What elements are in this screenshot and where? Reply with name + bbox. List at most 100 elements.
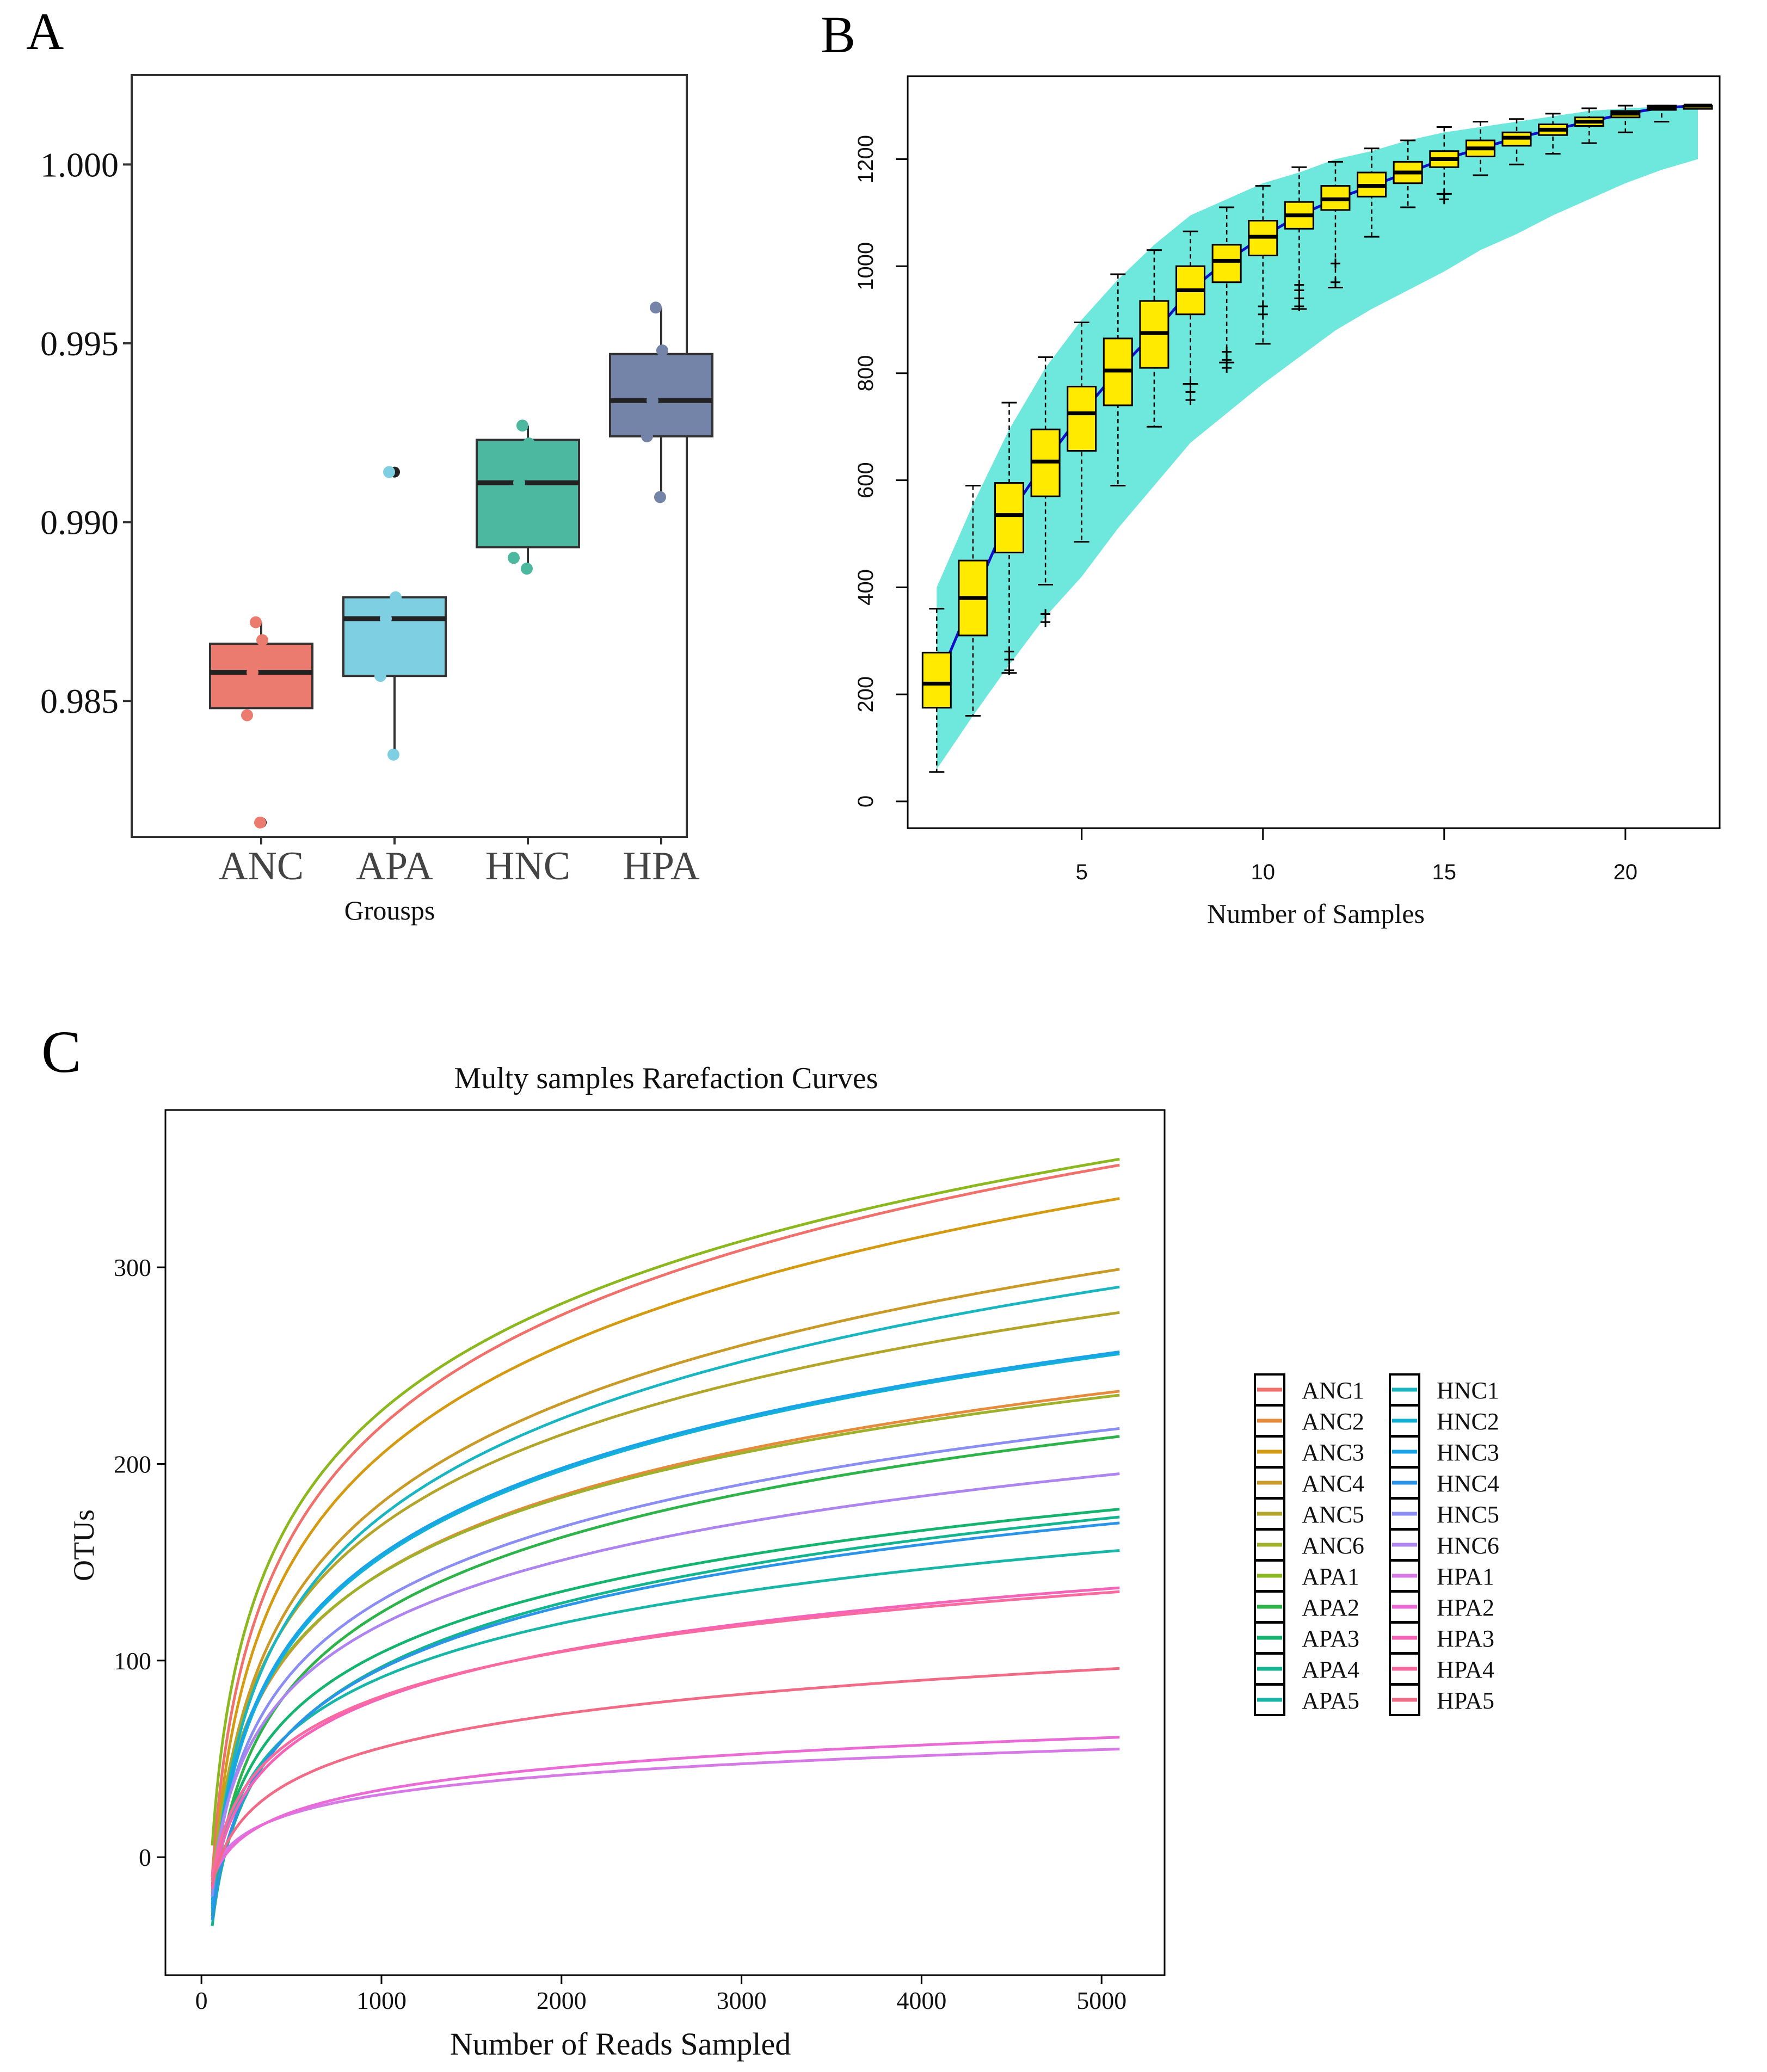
panel-a-point [647,394,658,407]
panel-a-x-axis: ANC APA HNC HPA [219,837,700,889]
panel-c-curve-anc3 [211,1197,1120,1897]
panel-a-point [256,634,268,646]
panel-a-plot-frame [131,74,688,838]
panel-a-box-apa [342,596,447,677]
panel-b-x-tick-label: 20 [1614,860,1638,884]
panel-c-curve-hnc6 [211,1472,1120,1885]
panel-a-point [250,616,262,628]
panel-b-band [937,106,1698,769]
panel-b-y-tick-label: 200 [854,676,878,713]
panel-b-x-tick-label: 15 [1432,860,1457,884]
panel-b-outlier [1439,189,1449,199]
panel-a-point [641,430,653,442]
panel-a-point [516,420,528,432]
panel-c-y-tick-label: 300 [114,1254,151,1281]
panel-b-outlier [1330,277,1340,287]
panel-c-x-label: Number of Reads Sampled [450,2026,791,2062]
panel-a-point [650,301,662,314]
panel-c-legend-label: HNC3 [1437,1439,1499,1466]
panel-c-plot-frame [164,1109,1166,1976]
panel-c-x-tick-label: 5000 [1076,1987,1126,2014]
panel-b-box [1067,386,1097,452]
panel-c-curve-anc2 [211,1390,1120,1887]
panel-c-x-tick-label: 4000 [896,1987,946,2014]
panel-c-legend-label: ANC2 [1302,1408,1364,1435]
panel-b-y-tick-label: 400 [854,569,878,606]
panel-c-legend-label: HNC4 [1437,1470,1499,1497]
panel-a-point [656,344,668,357]
panel-a-y-tick-label: 0.995 [40,324,119,363]
panel-c-legend-label: APA4 [1302,1656,1359,1683]
panel-c-legend-label: APA3 [1302,1625,1359,1652]
panel-a-point [513,477,525,489]
panel-a-point [654,491,666,503]
panel-c-curves [211,1157,1120,1927]
panel-a-point [247,666,258,679]
panel-b-box [994,482,1024,553]
panel-a-point [523,437,535,449]
panel-b-outlier [1041,609,1051,619]
panel-c-y-label: OTUs [67,1509,100,1581]
panel-b-outlier [1004,646,1014,657]
panel-b-outlier [1294,280,1304,290]
panel-b-x-label: Number of Samples [1207,898,1425,929]
panel-b-y-tick-label: 600 [854,462,878,498]
panel-c-legend-label: HNC2 [1437,1408,1499,1435]
panel-a-point [241,709,253,721]
panel-c-legend-label: HPA4 [1437,1656,1494,1683]
panel-c-curve-apa1 [211,1157,1120,1846]
panel-c-curve-anc1 [211,1163,1120,1877]
panel-c-curve-hpa5 [211,1667,1120,1885]
panel-a-y-tick-label: 0.990 [40,503,119,542]
panel-c-legend-label: ANC6 [1302,1532,1364,1559]
panel-b-y-tick-label: 1000 [854,242,878,291]
panel-a-y-axis: 0.985 0.990 0.995 1.000 [40,145,132,720]
panel-c-legend-label: ANC4 [1302,1470,1364,1497]
panel-c-rarefaction: Multy samples Rarefaction Curves 0 100 200… [67,1062,1499,2062]
panel-a-box-hnc [476,439,580,548]
panel-c-legend-label: ANC1 [1302,1377,1364,1404]
panel-c-legend-label: HNC6 [1437,1532,1499,1559]
panel-c-title: Multy samples Rarefaction Curves [454,1062,878,1095]
panel-b-outlier [1185,379,1196,389]
panel-c-legend-label: ANC5 [1302,1501,1364,1528]
panel-a-x-tick-label: HNC [485,844,570,889]
panel-a-x-tick-label: ANC [219,844,304,889]
panel-b-box [1211,244,1242,283]
panel-c-x-tick-label: 1000 [356,1987,407,2014]
panel-c-curve-hpa2 [211,1736,1120,1882]
panel-c-curve-hpa1 [211,1747,1120,1874]
panel-c-x-tick-label: 3000 [717,1987,767,2014]
panel-b-outlier [1330,258,1340,269]
panel-a-point [387,748,399,761]
panel-a-point [521,563,533,575]
panel-c-curve-hnc3 [211,1350,1120,1905]
panel-b-confidence-band [935,104,1698,769]
panel-a-point [380,613,392,625]
panel-b-plot-frame [907,75,1721,829]
panel-a-y-tick-label: 0.985 [40,682,119,720]
panel-a-boxes [209,301,713,829]
panel-a-point [374,670,386,682]
panel-c-curve-anc4 [211,1268,1120,1907]
panel-c-legend-label: APA1 [1302,1563,1359,1590]
panel-c-curve-hpa4 [211,1590,1120,1877]
panel-a-box-anc [209,643,313,710]
panel-a-x-tick-label: APA [356,844,433,889]
panel-c-y-tick-label: 200 [114,1450,151,1478]
panel-b-mean-line [935,104,1698,684]
panel-b-y-tick-label: 1200 [854,135,878,183]
panel-b-y-tick-label: 800 [854,355,878,392]
panel-b-axes: 0 200 400 600 800 1000 1200 5 10 15 20 [854,135,1637,884]
panel-c-y-tick-label: 100 [114,1647,151,1675]
panel-b-y-tick-label: 0 [854,795,878,807]
panel-c-legend-label: HPA3 [1437,1625,1494,1652]
panel-b-outlier [1258,301,1268,311]
panel-c-curve-hnc5 [211,1427,1120,1897]
panel-label-b: B [821,5,855,64]
panel-b-x-tick-label: 10 [1251,860,1276,884]
panel-b-boxplot: 0 200 400 600 800 1000 1200 5 10 15 20 Number of S… [854,75,1721,929]
panel-a-y-tick-label: 1.000 [40,145,119,184]
